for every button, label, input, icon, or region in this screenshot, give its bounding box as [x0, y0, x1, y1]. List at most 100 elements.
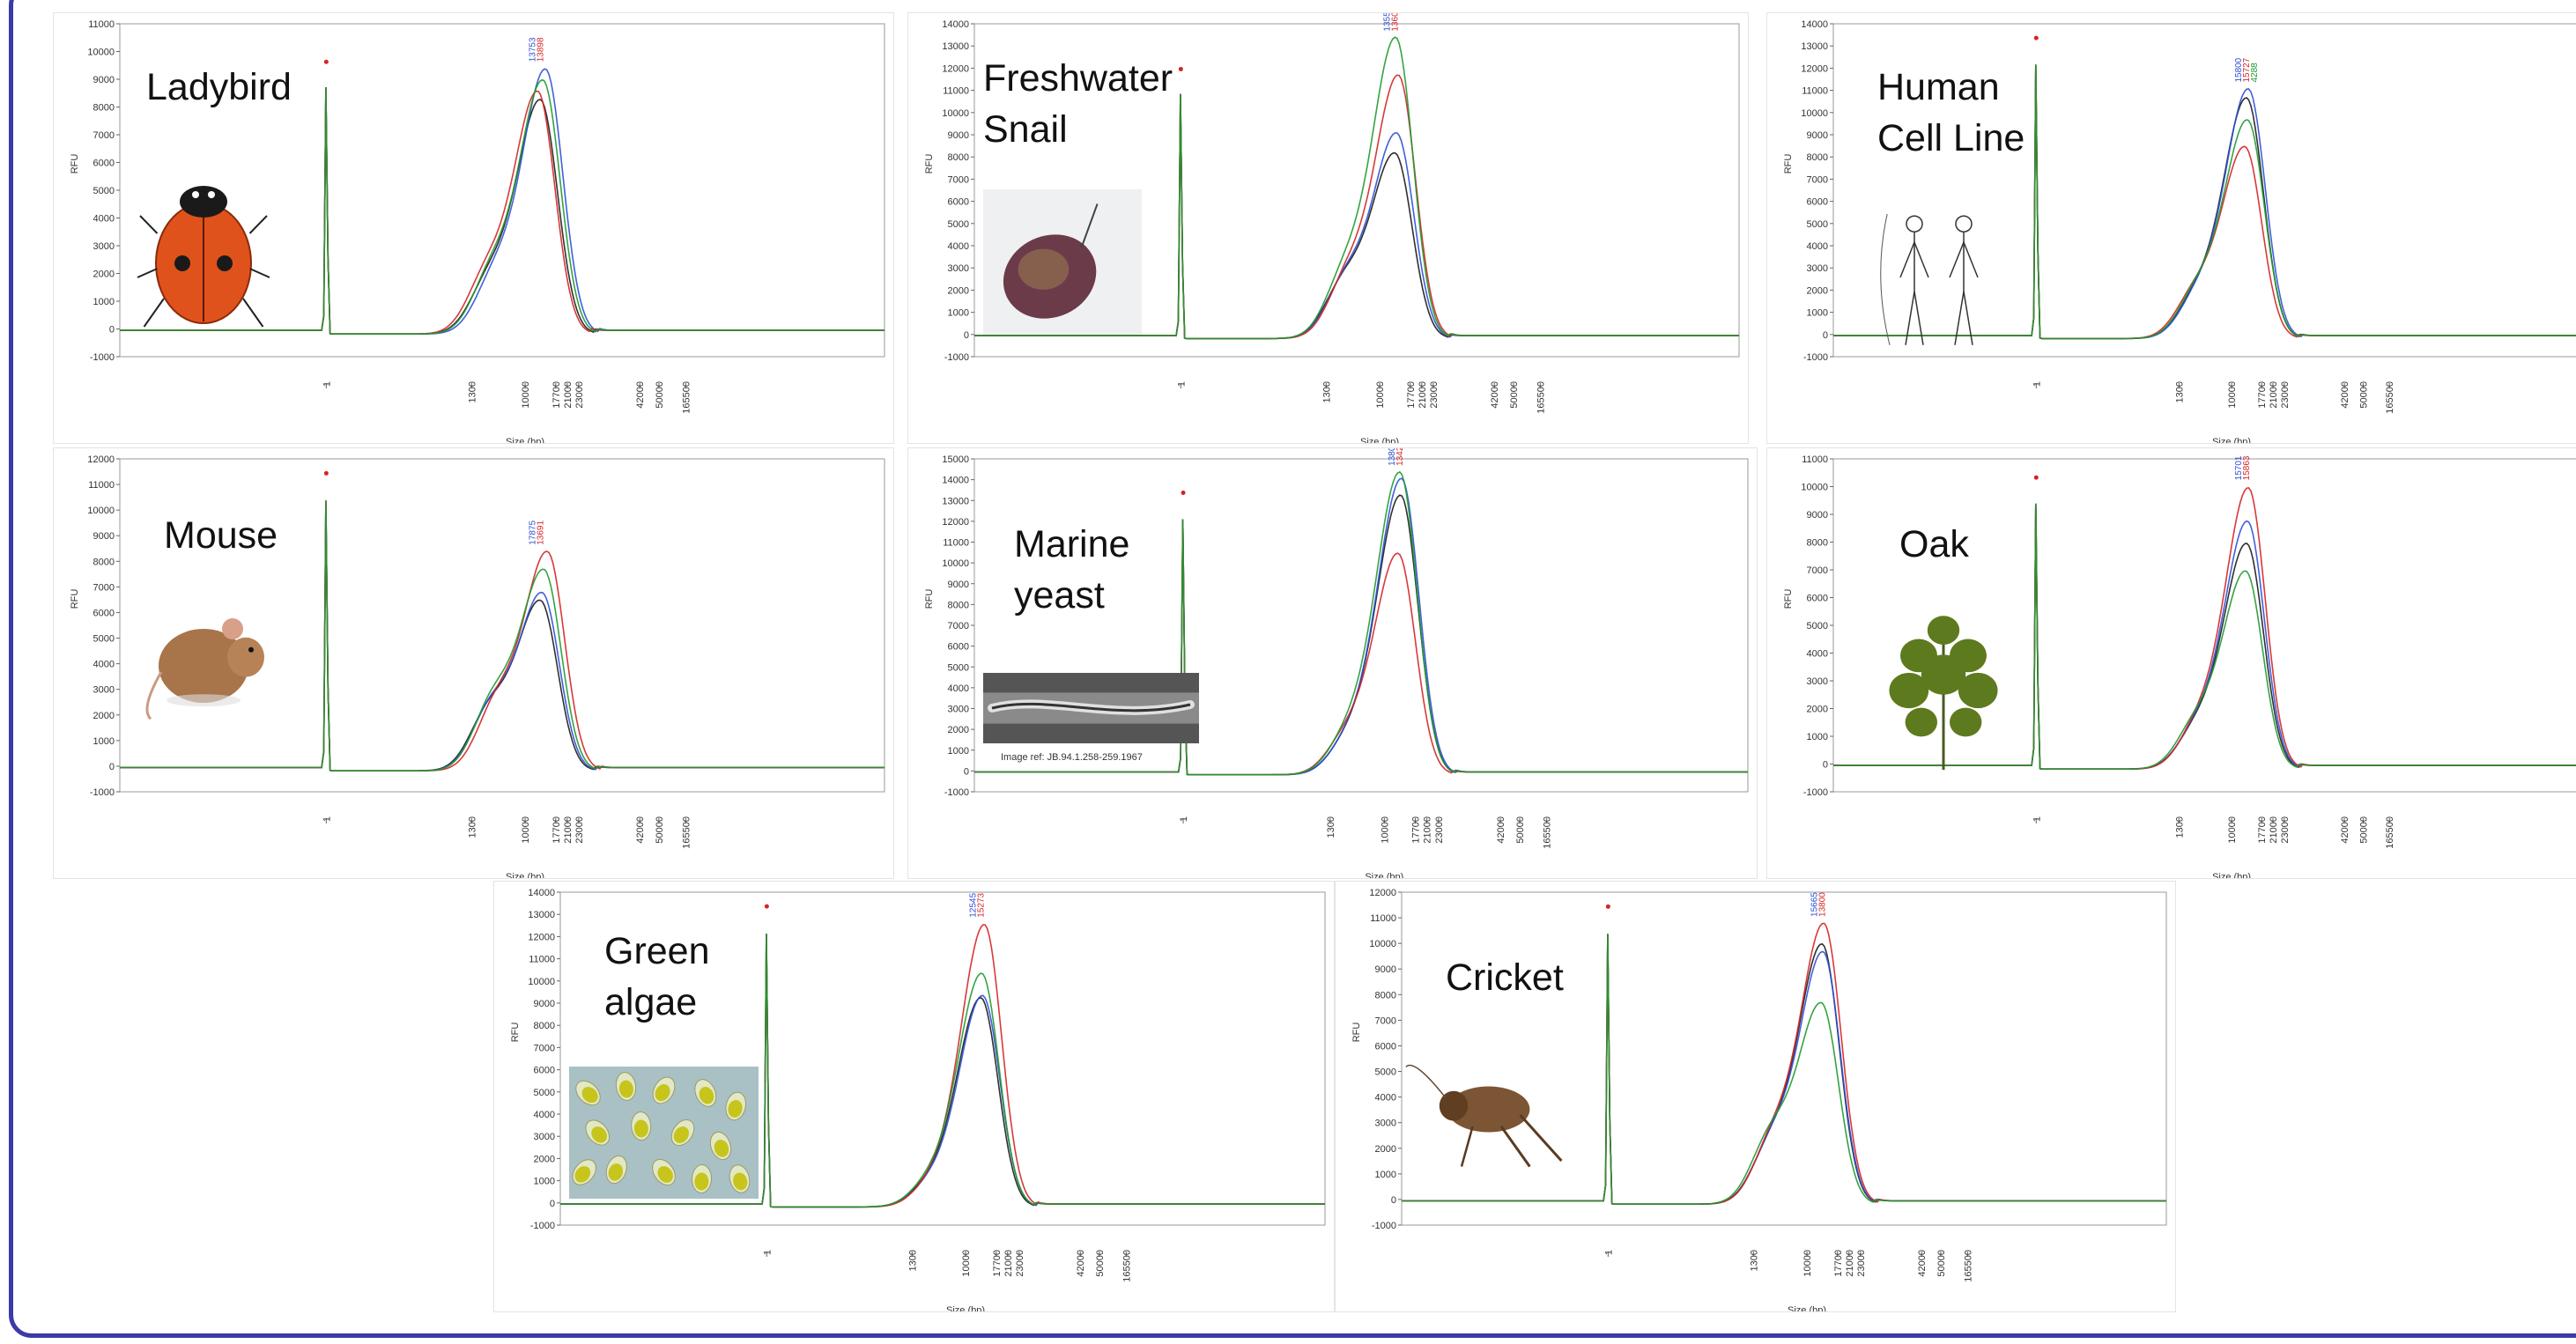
y-tick-label: -1000 [90, 787, 115, 798]
x-tick-label: 1 [762, 1250, 773, 1255]
y-tick-label: 2000 [93, 711, 115, 721]
y-tick-label: 4000 [93, 660, 115, 670]
x-tick-label: 23000 [574, 816, 585, 844]
x-tick-label: 1300 [467, 816, 477, 838]
y-tick-label: 4000 [948, 241, 969, 252]
x-tick-label: 10000 [961, 1250, 972, 1277]
y-tick-label: 15000 [942, 454, 969, 465]
y-tick-label: 8000 [93, 103, 115, 114]
x-tick-label: 1300 [2174, 816, 2185, 838]
x-tick-label: 1300 [2174, 381, 2185, 402]
x-tick-label: 1300 [1326, 816, 1336, 838]
chart-svg: 1400013000120001100010000900080007000600… [510, 888, 1326, 1311]
marker-peak-tip [323, 59, 329, 64]
y-axis-label: RFU [1783, 589, 1794, 609]
x-tick-label: 10000 [1375, 381, 1386, 409]
y-tick-label: 1000 [1807, 308, 1828, 319]
y-tick-label: 2000 [93, 270, 115, 280]
x-tick-label: 1300 [1321, 381, 1332, 402]
x-tick-label: 165500 [1536, 381, 1546, 414]
x-tick-label: 10000 [521, 381, 531, 409]
peak-label: 13421 [1395, 448, 1405, 466]
x-tick-label: 50000 [1515, 816, 1526, 844]
y-tick-label: 8000 [1375, 990, 1396, 1001]
y-tick-label: 2000 [534, 1154, 555, 1164]
x-tick-label: 17700 [1406, 381, 1417, 409]
x-tick-label: 21000 [563, 816, 574, 844]
y-tick-label: 3000 [534, 1132, 555, 1142]
x-tick-label: 10000 [1802, 1250, 1813, 1277]
y-tick-label: 3000 [1807, 263, 1828, 274]
y-tick-label: 8000 [93, 557, 115, 567]
yeast-cell-icon [983, 673, 1199, 743]
y-tick-label: 9000 [93, 75, 115, 85]
y-tick-label: 6000 [93, 608, 115, 618]
y-tick-label: 0 [1391, 1195, 1396, 1206]
marker-peak-tip [764, 904, 769, 909]
y-tick-label: 8000 [948, 152, 969, 163]
x-tick-label: 23000 [2280, 381, 2291, 409]
y-tick-label: 5000 [93, 634, 115, 645]
y-tick-label: 12000 [528, 932, 555, 942]
y-tick-label: 2000 [1807, 705, 1828, 715]
x-tick-label: 50000 [2358, 381, 2369, 409]
x-tick-label: 1 [322, 381, 332, 387]
series-line-green [120, 500, 885, 772]
y-axis-label: RFU [924, 154, 935, 174]
y-tick-label: 6000 [948, 197, 969, 208]
x-axis-label: Size (bp) [2212, 437, 2251, 443]
x-tick-label: 23000 [574, 381, 585, 409]
x-tick-label: 21000 [1423, 816, 1433, 844]
y-tick-label: 0 [109, 325, 115, 336]
peak-label: 4288 [2250, 63, 2260, 83]
y-tick-label: 3000 [93, 241, 115, 252]
marker-peak-tip [1178, 66, 1183, 71]
peak-label: 15800 [2234, 57, 2244, 82]
y-tick-label: 12000 [1801, 63, 1828, 74]
y-tick-label: 1000 [93, 736, 115, 747]
x-tick-label: 17700 [2257, 816, 2268, 844]
x-tick-label: 23000 [2280, 816, 2291, 844]
y-tick-label: 3000 [948, 705, 969, 715]
x-tick-label: 17700 [1833, 1250, 1844, 1277]
y-tick-label: 9000 [1807, 130, 1828, 141]
panel-green-algae: 14000 13000 12000 11000 10000 9000 8000 7000 600… [493, 881, 1335, 1312]
panel-title: Human Cell Line [1877, 66, 2025, 159]
chart-svg: 1400013000120001100010000900080007000600… [924, 13, 1740, 443]
peak-label: 12545 [968, 893, 978, 918]
panel-title: Cricket [1446, 956, 1564, 999]
x-tick-label: 50000 [2358, 816, 2369, 844]
y-tick-label: 3000 [93, 685, 115, 696]
y-tick-label: 11000 [943, 538, 969, 549]
x-tick-label: 165500 [1543, 816, 1553, 849]
y-axis-label: RFU [510, 1023, 521, 1043]
y-tick-label: 9000 [1807, 510, 1828, 521]
peak-label: 13898 [536, 37, 545, 62]
x-tick-label: 23000 [1856, 1250, 1867, 1277]
x-tick-label: 17700 [1410, 816, 1421, 844]
panel-human-cell-line: 14000 13000 12000 11000 10000 9000 8000 7000 600… [1766, 12, 2576, 444]
x-tick-label: 1300 [467, 381, 477, 402]
x-tick-label: 10000 [2227, 381, 2238, 409]
y-tick-label: 10000 [942, 558, 969, 569]
x-tick-label: 21000 [2269, 816, 2279, 844]
series-line-green [1833, 64, 2576, 340]
x-tick-label: 17700 [551, 381, 562, 409]
y-tick-label: 4000 [1807, 241, 1828, 252]
y-tick-label: 7000 [1807, 565, 1828, 576]
peak-label: 13800 [1388, 448, 1397, 466]
panel-mouse: 12000 11000 10000 9000 8000 7000 6000 5000 4000 3… [53, 447, 894, 879]
x-tick-label: 165500 [681, 816, 692, 849]
y-tick-label: 3000 [1375, 1119, 1396, 1129]
x-tick-label: 50000 [655, 816, 665, 844]
x-tick-label: 1 [2032, 381, 2042, 387]
y-tick-label: 0 [550, 1199, 555, 1209]
y-tick-label: 14000 [942, 476, 969, 486]
series-line-green [974, 36, 1739, 340]
y-axis-label: RFU [70, 589, 80, 609]
y-tick-label: 7000 [1807, 174, 1828, 185]
y-tick-label: 7000 [1375, 1015, 1396, 1026]
y-tick-label: 0 [1823, 330, 1828, 341]
panel-title: Mouse [164, 514, 278, 557]
peak-label: 15863 [2242, 455, 2252, 480]
